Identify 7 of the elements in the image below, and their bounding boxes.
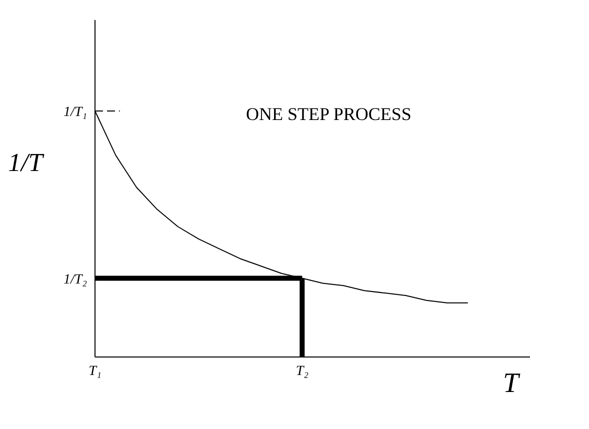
annotation: ONE STEP PROCESS [246,104,412,125]
y-axis-title: 1/T [8,148,43,178]
ref-line-label: 1/T₂ [63,272,88,288]
x-tick-label: T₂ [296,364,309,379]
ref-line-label: 1/T₁ [63,104,87,120]
x-axis-title: T [503,368,519,400]
x-tick-label: T₁ [88,364,102,379]
